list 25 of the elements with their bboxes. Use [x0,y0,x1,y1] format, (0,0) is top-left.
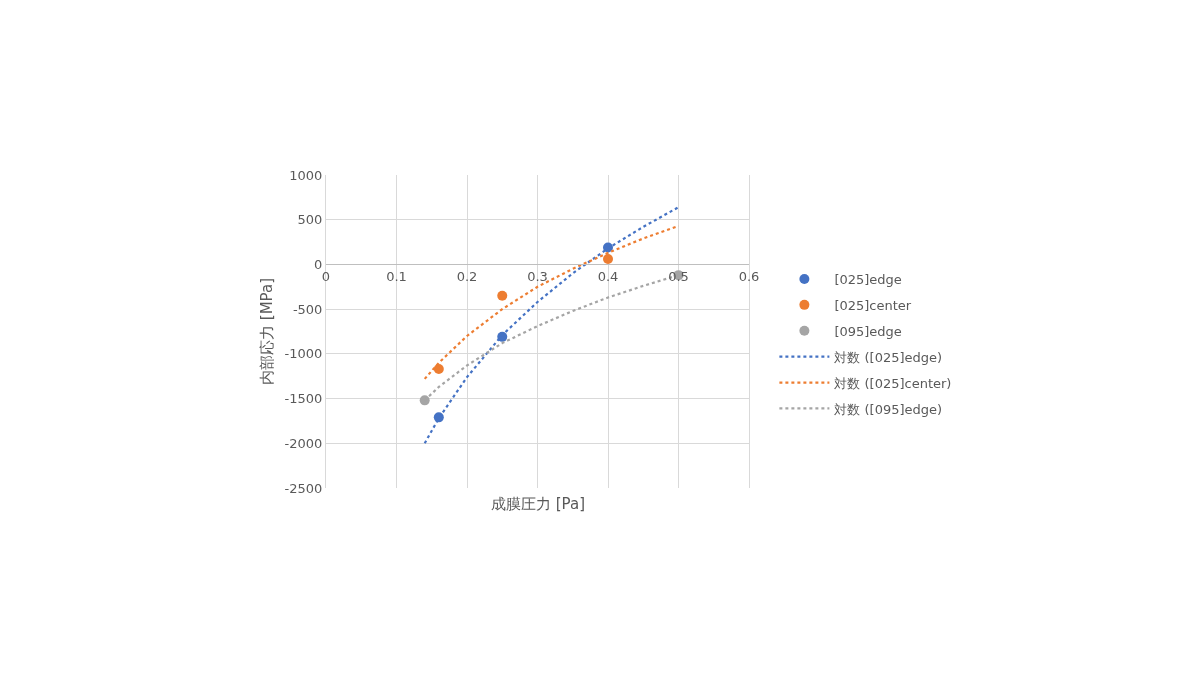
y-tick-label: -1500 [284,391,323,407]
legend-label: 対数 ([095]edge) [834,401,943,417]
x-tick-label: 0.2 [456,269,478,285]
legend-label: [025]edge [834,272,902,288]
y-axis-title: 内部応力 [MPa] [257,278,276,385]
point [603,254,613,265]
point [433,364,444,375]
legend-label: 対数 ([025]edge) [834,349,943,365]
legend-label: 対数 ([025]center) [834,375,952,391]
point [497,290,508,301]
y-tick-label: 0 [314,256,323,272]
x-tick-label: 0.5 [668,269,689,285]
x-tick-label: 0.1 [386,269,407,285]
y-tick-label: -2000 [284,435,323,451]
y-tick-label: -500 [292,301,323,317]
legend-label: [095]edge [834,323,902,339]
y-tick-label: -1000 [284,346,323,362]
legend-label: [025]center [834,297,912,313]
x-tick-label: 0.3 [527,269,548,285]
y-tick-label: 1000 [289,167,323,183]
x-tick-label: 0.4 [597,269,619,285]
y-tick-label: 500 [297,212,323,228]
y-tick-label: -2500 [284,480,323,496]
x-tick-label: 0.6 [738,269,760,285]
x-axis-title: 成膜圧力 [Pa] [491,495,586,513]
